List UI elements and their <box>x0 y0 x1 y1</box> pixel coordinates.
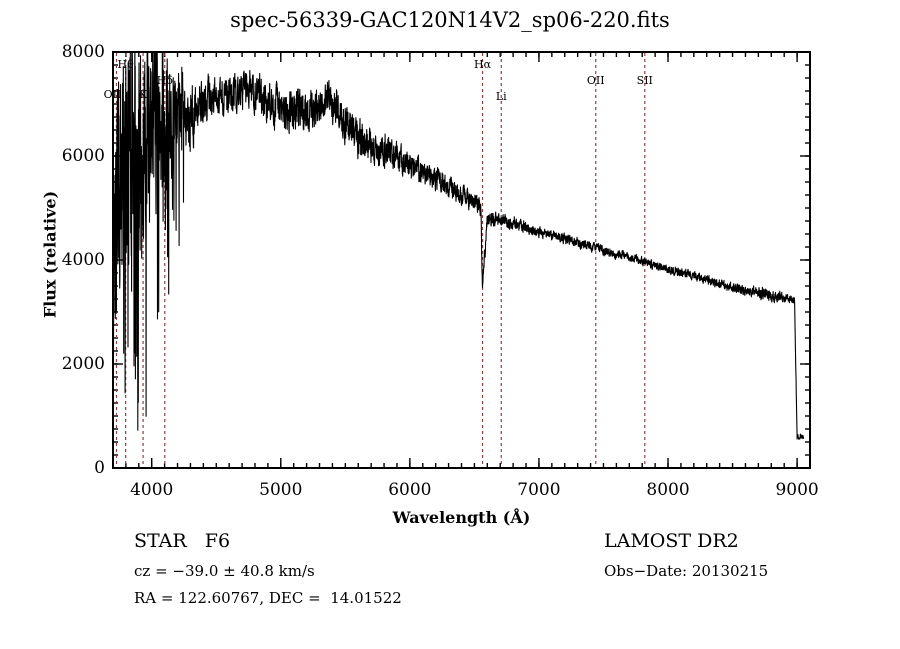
observation-date: Obs−Date: 20130215 <box>604 562 769 580</box>
spectral-line-label: Li <box>495 90 507 103</box>
x-tick-label: 6000 <box>388 480 432 500</box>
footer-left: STAR F6 cz = −39.0 ± 40.8 km/s RA = 122.… <box>134 530 402 616</box>
x-tick-label: 7000 <box>517 480 561 500</box>
spectral-line-label: Hδ <box>156 74 173 87</box>
y-tick-label: 2000 <box>61 354 105 374</box>
y-axis-label: Flux (relative) <box>40 190 60 319</box>
y-tick-label: 0 <box>94 458 105 478</box>
spectral-line-label: Hα <box>474 58 492 71</box>
y-tick-label: 4000 <box>61 250 105 270</box>
spectral-line-label: SII <box>636 74 653 87</box>
spectrum-curve <box>113 52 805 440</box>
plot-frame <box>112 51 811 469</box>
spectral-line-label: Hθ <box>117 58 134 71</box>
spectral-line-label: K <box>138 88 148 101</box>
plot-frame-top <box>112 51 811 469</box>
coordinates: RA = 122.60767, DEC = 14.01522 <box>134 589 402 607</box>
x-tick-label: 4000 <box>130 480 174 500</box>
spectral-line-label: OII <box>586 74 605 87</box>
y-tick-label: 8000 <box>61 42 105 62</box>
x-tick-label: 9000 <box>775 480 819 500</box>
page-title: spec-56339-GAC120N14V2_sp06-220.fits <box>230 8 670 32</box>
radial-velocity: cz = −39.0 ± 40.8 km/s <box>134 562 315 580</box>
survey-release: LAMOST DR2 <box>604 530 739 552</box>
x-axis-label: Wavelength (Å) <box>392 508 531 527</box>
x-tick-label: 8000 <box>646 480 690 500</box>
y-tick-label: 6000 <box>61 146 105 166</box>
object-type-and-class: STAR F6 <box>134 530 231 552</box>
footer-right: LAMOST DR2 Obs−Date: 20130215 <box>604 530 768 589</box>
spectral-line-label: OII <box>103 88 122 101</box>
x-tick-label: 5000 <box>259 480 303 500</box>
